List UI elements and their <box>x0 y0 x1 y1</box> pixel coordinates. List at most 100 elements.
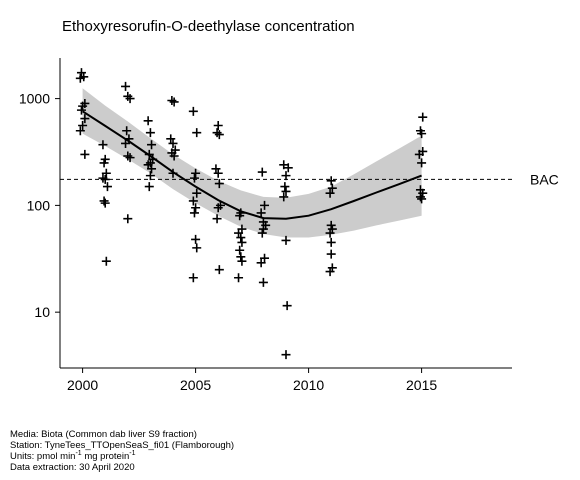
data-point <box>123 91 133 101</box>
footer-units-mid: mg protein <box>81 451 130 462</box>
data-point <box>214 130 224 140</box>
data-point <box>281 186 291 196</box>
data-points-layer <box>75 68 428 360</box>
data-point <box>282 301 292 311</box>
data-point <box>102 182 112 192</box>
data-point <box>257 228 267 238</box>
data-point <box>99 158 109 168</box>
data-point <box>213 203 223 213</box>
data-point <box>169 97 179 107</box>
footer-units-sup1: -1 <box>75 450 82 457</box>
footer-units: Units: pmol min-1 mg protein-1 <box>10 450 234 462</box>
data-point <box>212 214 222 224</box>
data-point <box>327 183 337 193</box>
data-point <box>192 188 202 198</box>
data-point <box>418 112 428 122</box>
data-point <box>101 256 111 266</box>
footer-station: Station: TyneTees_TTOpenSeaS_fi01 (Flamb… <box>10 440 235 451</box>
data-point <box>417 158 427 168</box>
data-point <box>213 168 223 178</box>
axes-layer: 2000 2005 2010 2015 10 100 1000 <box>19 58 512 393</box>
data-point <box>279 160 289 170</box>
data-point <box>279 192 289 202</box>
data-point <box>188 273 198 283</box>
data-point <box>236 233 246 243</box>
data-point <box>191 168 201 178</box>
data-point <box>123 214 133 224</box>
y-tick-label: 100 <box>27 197 51 213</box>
data-point <box>191 234 201 244</box>
data-point <box>75 73 85 83</box>
data-point <box>168 168 178 178</box>
data-point <box>192 243 202 253</box>
data-point <box>188 106 198 116</box>
data-point <box>80 149 90 159</box>
data-point <box>167 95 177 105</box>
data-point <box>192 128 202 138</box>
data-point <box>99 196 109 206</box>
x-tick-label: 2015 <box>406 377 437 393</box>
data-point <box>189 173 199 183</box>
data-point <box>214 179 224 189</box>
data-point <box>256 258 266 268</box>
data-point <box>143 116 153 126</box>
y-tick-label: 10 <box>34 304 50 320</box>
trend-line-layer <box>82 110 422 220</box>
data-point <box>80 114 90 124</box>
data-point <box>168 138 178 148</box>
y-tick-label: 1000 <box>19 91 50 107</box>
footer-units-prefix: Units: pmol min <box>10 451 76 462</box>
footer-data-extraction: Data extraction: 30 April 2020 <box>10 462 135 473</box>
data-point <box>212 128 222 138</box>
data-point <box>281 350 291 360</box>
footer-units-sup2: -1 <box>129 450 136 457</box>
data-point <box>101 168 111 178</box>
data-point <box>260 200 270 210</box>
data-point <box>325 228 335 238</box>
data-point <box>258 277 268 287</box>
bac-label: BAC <box>530 171 559 187</box>
confidence-band <box>82 88 422 238</box>
data-point <box>325 188 335 198</box>
data-point <box>325 267 335 277</box>
data-point <box>76 105 86 115</box>
data-point <box>280 182 290 192</box>
x-tick-label: 2005 <box>180 377 211 393</box>
data-point <box>78 120 88 130</box>
data-point <box>75 126 85 136</box>
data-point <box>144 182 154 192</box>
data-point <box>260 253 270 263</box>
data-point <box>121 81 131 91</box>
data-point <box>257 167 267 177</box>
data-point <box>283 163 293 173</box>
data-point <box>237 256 247 266</box>
data-point <box>125 153 135 163</box>
data-point <box>100 198 110 208</box>
data-point <box>189 208 199 218</box>
data-point <box>326 237 336 247</box>
data-point <box>417 194 427 204</box>
data-point <box>145 171 155 181</box>
data-point <box>211 164 221 174</box>
data-point <box>281 171 291 181</box>
data-point <box>100 174 110 184</box>
reference-line-layer: BAC <box>60 171 559 187</box>
data-point <box>191 203 201 213</box>
data-point <box>281 235 291 245</box>
data-point <box>414 149 424 159</box>
data-point <box>326 249 336 259</box>
data-point <box>121 138 131 148</box>
data-point <box>147 140 157 150</box>
data-point <box>214 265 224 275</box>
data-point <box>98 140 108 150</box>
data-point <box>256 208 266 218</box>
data-point <box>234 273 244 283</box>
data-point <box>78 101 88 111</box>
data-point <box>147 164 157 174</box>
data-point <box>145 128 155 138</box>
chart-footer: Media: Biota (Common dab liver S9 fracti… <box>10 429 234 473</box>
data-point <box>125 94 135 104</box>
data-point <box>258 224 268 234</box>
data-point <box>415 192 425 202</box>
data-point <box>76 68 86 78</box>
